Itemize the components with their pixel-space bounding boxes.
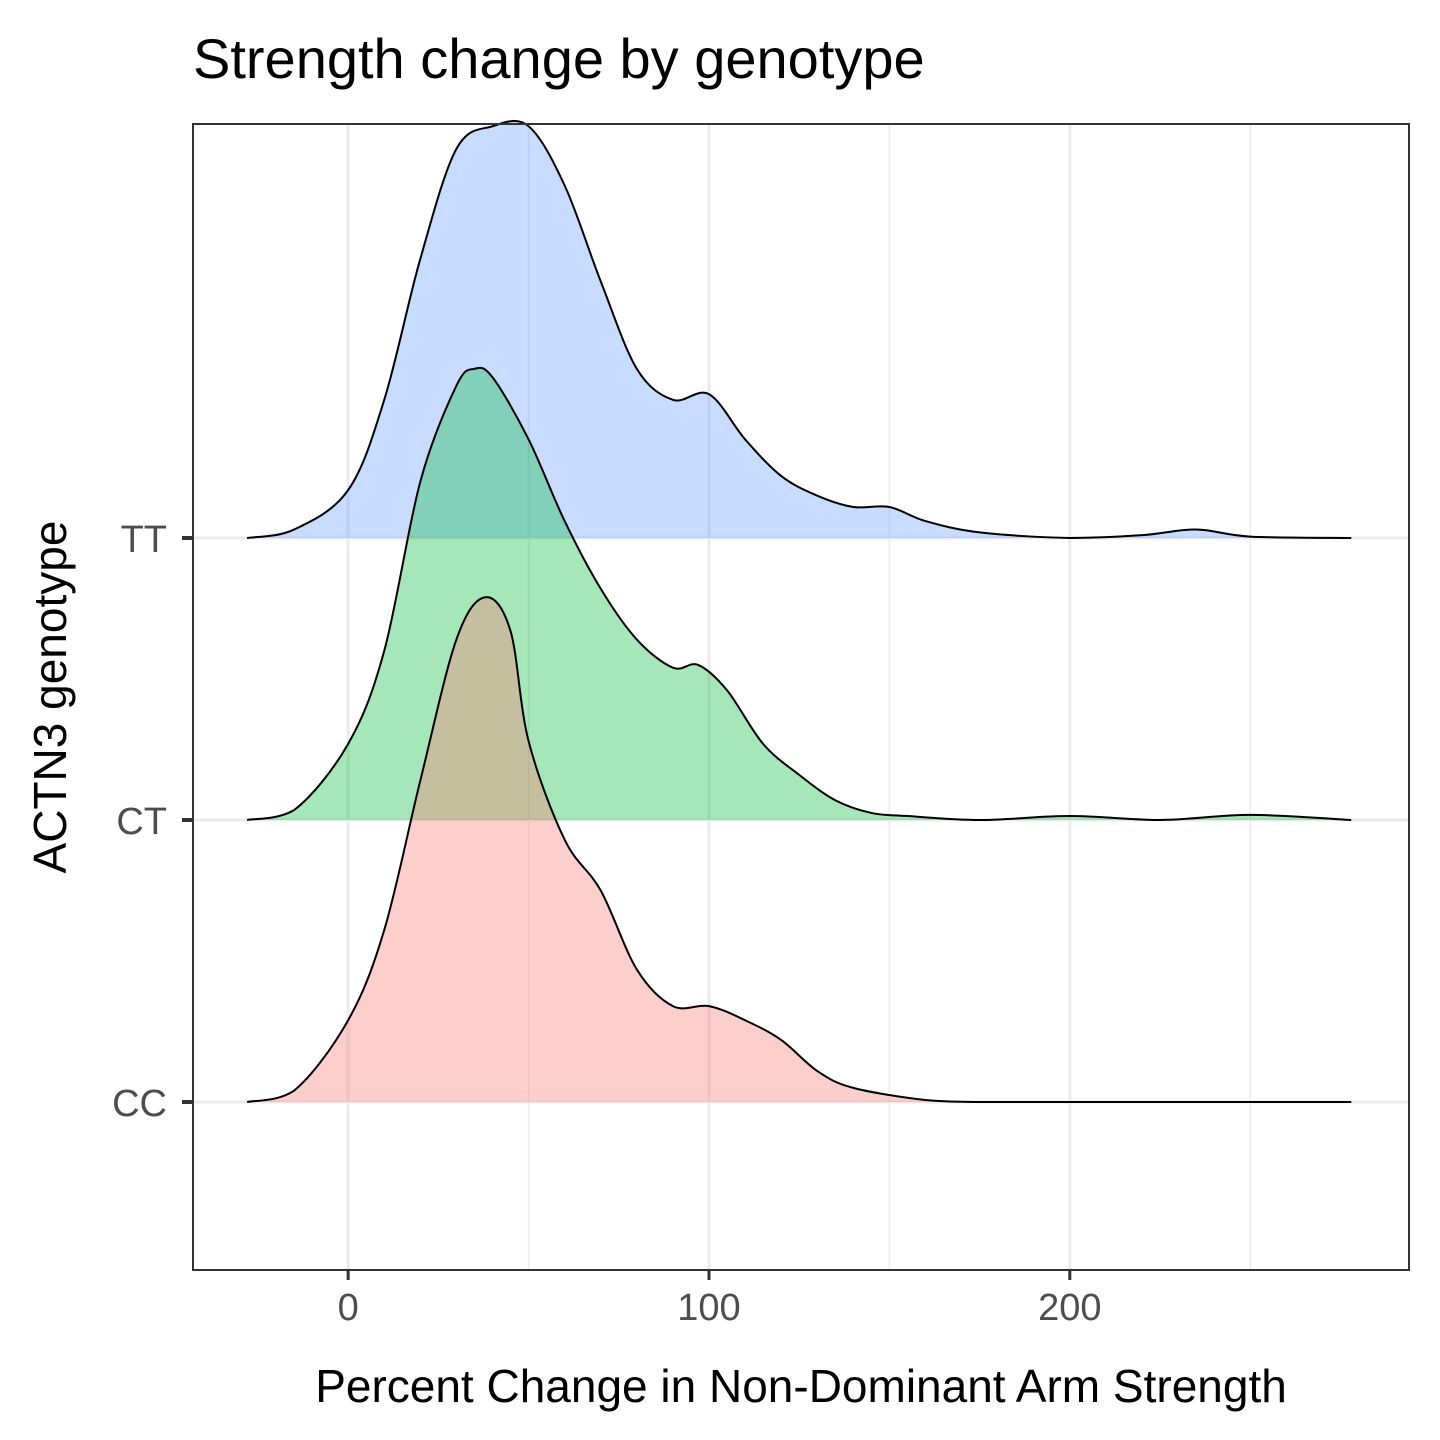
chart-title: Strength change by genotype [193,27,925,90]
y-tick-label: CC [112,1083,167,1125]
ridge-tt [246,119,1352,540]
x-tick-label: 200 [1038,1287,1101,1329]
grid [193,124,1409,1270]
density-line-ct [246,366,1352,822]
density-area-tt [247,120,1352,538]
density-line-cc [246,596,1352,1104]
panel-border [192,123,1410,1271]
ridge-cc [246,596,1352,1104]
y-axis-title: ACTN3 genotype [24,521,76,874]
x-tick-label: 0 [338,1287,359,1329]
density-line-tt [246,119,1352,540]
y-tick-label: CT [116,801,167,843]
x-axis: 0 100 200 [338,1270,1102,1329]
x-axis-title: Percent Change in Non-Dominant Arm Stren… [315,1360,1287,1412]
ridges [246,119,1352,1104]
y-axis: CC CT TT [112,519,193,1125]
density-area-cc [247,597,1352,1102]
y-tick-label: TT [121,519,167,561]
x-tick-label: 100 [677,1287,740,1329]
